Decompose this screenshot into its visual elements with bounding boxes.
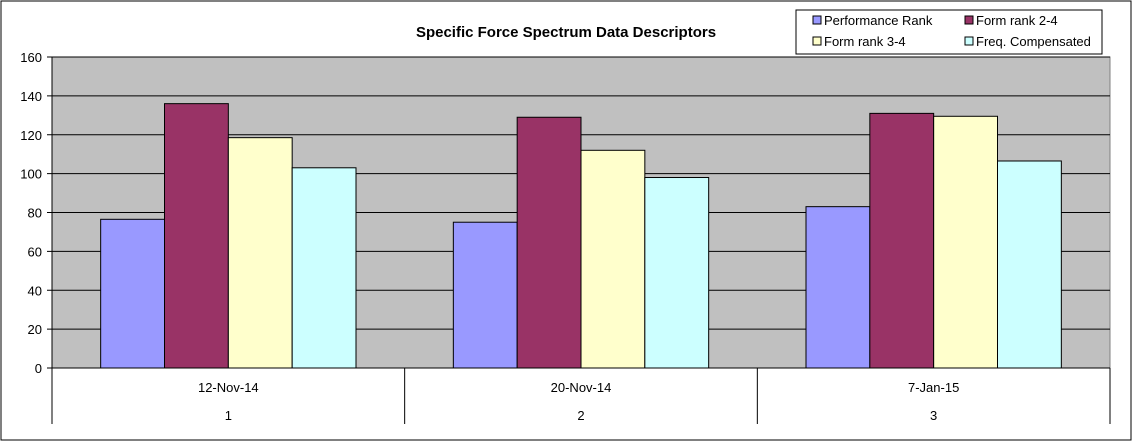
bar-form-rank-2-4-1 (164, 103, 229, 369)
bar-freq-compensated-3 (996, 160, 1062, 369)
x-tick-label: 7-Jan-15 (908, 380, 959, 395)
y-tick-label: 40 (28, 283, 42, 298)
bar-form-rank-2-4-3 (869, 112, 935, 369)
bar-performance-rank-3 (805, 206, 871, 369)
bar-form-rank-3-4-2 (580, 149, 646, 369)
y-tick-label: 0 (35, 361, 42, 376)
legend-label: Performance Rank (824, 13, 933, 28)
bar-freq-compensated-2 (644, 177, 710, 369)
bar-form-rank-3-4-3 (933, 115, 998, 369)
bar-form-rank-2-4-2 (516, 116, 582, 369)
y-axis: 0 20 40 60 80 100 120 140 160 (20, 50, 53, 376)
x-tick-index-label: 2 (577, 408, 584, 423)
legend-box (795, 9, 1103, 55)
bar-form-rank-3-4-1 (227, 137, 293, 369)
bar-performance-rank-1 (100, 218, 166, 369)
y-tick-label: 20 (28, 322, 42, 337)
legend-label: Freq. Compensated (976, 34, 1091, 49)
legend-swatch (964, 15, 974, 25)
chart-title: Specific Force Spectrum Data Descriptors (416, 24, 716, 41)
legend-swatch (812, 15, 822, 25)
bars (100, 103, 1062, 369)
y-tick-label: 140 (20, 89, 42, 104)
y-tick-label: 60 (28, 244, 42, 259)
bar-freq-compensated-1 (291, 167, 357, 369)
legend-swatch (812, 36, 822, 46)
legend-label: Form rank 2-4 (976, 13, 1058, 28)
x-tick-index-label: 3 (930, 408, 937, 423)
y-tick-label: 80 (28, 206, 42, 221)
legend-label: Form rank 3-4 (824, 34, 906, 49)
y-tick-label: 100 (20, 167, 42, 182)
legend: Performance Rank Form rank 2-4 Form rank 3… (795, 9, 1103, 55)
y-tick-label: 120 (20, 128, 42, 143)
bar-performance-rank-2 (452, 221, 518, 369)
y-tick-label: 160 (20, 50, 42, 65)
legend-swatch (964, 36, 974, 46)
x-tick-label: 12-Nov-14 (198, 380, 259, 395)
x-tick-label: 20-Nov-14 (551, 380, 612, 395)
x-axis: 12-Nov-14 1 20-Nov-14 2 7-Jan-15 3 (51, 367, 1111, 424)
x-tick-index-label: 1 (225, 408, 232, 423)
